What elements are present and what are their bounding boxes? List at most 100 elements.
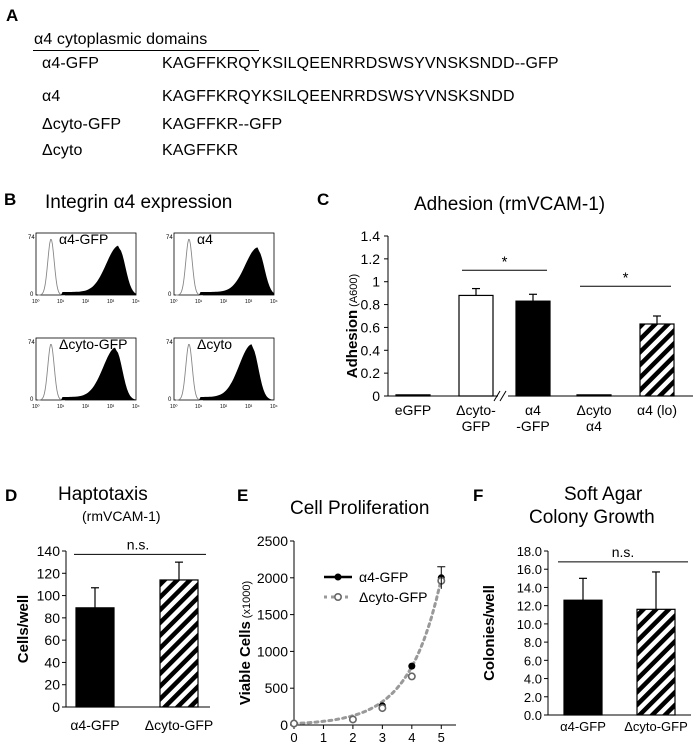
panel-d-title: Haptotaxis (58, 484, 148, 505)
y-tick-label: 0.2 (361, 365, 381, 381)
significance-label: n.s. (127, 536, 150, 552)
bar (576, 394, 612, 397)
bar (75, 607, 115, 708)
x-tick-label: GFP (462, 418, 491, 434)
x-tick-label: 2 (349, 730, 356, 743)
x-tick-label: 0 (290, 730, 297, 743)
histogram-dcyto: 74 0 10⁰ 10¹ 10² 10³ 10⁴ Δcyto (162, 330, 280, 413)
histogram-x-tick: 10⁰ (32, 299, 40, 305)
panel-label-b: B (4, 190, 17, 209)
histogram-alpha4-gfp: 74 0 10⁰ 10¹ 10² 10³ 10⁴ α4-GFP (24, 225, 142, 308)
histogram-x-tick: 10⁴ (270, 404, 278, 410)
y-tick-label: 0.8 (361, 297, 381, 313)
y-tick-label: 1500 (257, 607, 288, 623)
histogram-x-tick: 10⁴ (132, 404, 140, 410)
y-tick-label: 20 (44, 677, 60, 693)
x-tick-label: 5 (438, 730, 445, 743)
seq-row-name: α4-GFP (42, 55, 99, 72)
histogram-x-tick: 10⁰ (170, 404, 178, 410)
y-tick-label: 8.0 (524, 635, 542, 650)
panel-c-title: Adhesion (rmVCAM-1) (414, 194, 606, 215)
histogram-x-tick: 10² (220, 299, 228, 305)
seq-row-sequence: KAGFFKRQYKSILQEENRRDSWSYVNSKSNDD (162, 88, 515, 105)
histogram-label: Δcyto (197, 336, 233, 352)
y-tick-label: 0 (280, 717, 288, 733)
histogram-x-tick: 10¹ (57, 299, 65, 305)
seq-row-name: α4 (42, 88, 61, 105)
y-tick-label: 1.4 (361, 228, 381, 244)
histogram-x-tick: 10¹ (195, 404, 203, 410)
bar (563, 599, 603, 716)
data-point-dcyto-gfp (407, 672, 416, 681)
axis-break (493, 390, 501, 402)
haptotaxis-bar-chart: 0 20 40 60 80 100 120 140 Cells/well α4-GFP Δcyto-… (15, 536, 213, 733)
isotype-control-curve (176, 343, 203, 401)
y-axis-label: Viable Cells (x1000) (237, 581, 254, 705)
y-axis-label-main: Adhesion (344, 310, 361, 378)
histogram-x-tick: 10¹ (195, 299, 203, 305)
histogram-x-tick: 10³ (107, 404, 115, 410)
seq-row-name: Δcyto (42, 142, 83, 159)
bar (639, 323, 675, 397)
stained-histogram (184, 247, 274, 295)
panel-label-c: C (317, 190, 330, 209)
y-tick-label: 0.6 (361, 319, 381, 335)
seq-row-sequence: KAGFFKRQYKSILQEENRRDSWSYVNSKSNDD--GFP (162, 55, 559, 72)
histogram-y-tick: 0 (30, 397, 34, 403)
significance-label: n.s. (612, 544, 635, 560)
bar (636, 608, 676, 716)
bar (159, 579, 199, 708)
histogram-y-tick: 74 (166, 340, 173, 346)
x-axis-label: Days (339, 741, 371, 743)
histogram-y-tick: 74 (28, 340, 35, 346)
y-tick-label: 100 (37, 588, 61, 604)
y-tick-label: 120 (37, 565, 61, 581)
x-tick-label: eGFP (395, 402, 432, 418)
histogram-x-tick: 10⁰ (32, 404, 40, 410)
histogram-x-tick: 10¹ (57, 404, 65, 410)
y-tick-label: 2500 (257, 533, 288, 549)
data-point-dcyto-gfp (348, 715, 357, 724)
panel-f-title-line2: Colony Growth (529, 507, 655, 528)
data-point-dcyto-gfp (289, 719, 298, 728)
proliferation-line-chart: 0 500 1000 1500 2000 2500 0 1 2 3 4 5 Days Viable Cel… (237, 533, 456, 743)
y-tick-label: 16.0 (517, 562, 542, 577)
panel-label-d: D (5, 486, 18, 505)
seq-row-name: Δcyto-GFP (42, 116, 122, 133)
histogram-x-tick: 10⁰ (170, 299, 178, 305)
y-tick-label: 1.2 (361, 251, 381, 267)
significance-marker: * (623, 269, 629, 286)
y-tick-label: 500 (265, 680, 289, 696)
histogram-x-tick: 10² (82, 404, 90, 410)
y-tick-label: 140 (37, 543, 61, 559)
y-tick-label: 0.4 (361, 342, 381, 358)
x-tick-label: Δcyto (576, 402, 611, 418)
exponential-fit-curve (292, 577, 443, 725)
y-axis-label: Cells/well (15, 595, 32, 663)
y-axis-label-unit: (A600) (348, 274, 360, 307)
seq-row-sequence: KAGFFKR--GFP (162, 116, 283, 133)
histogram-alpha4: 74 0 10⁰ 10¹ 10² 10³ 10⁴ α4 (162, 225, 280, 308)
y-tick-label: 2000 (257, 570, 288, 586)
stained-histogram (184, 344, 274, 400)
y-tick-label: 0.0 (524, 708, 542, 723)
histogram-label: α4 (197, 231, 213, 247)
bar (458, 294, 494, 397)
panel-label-a: A (6, 6, 19, 25)
y-tick-label: 18.0 (517, 544, 542, 559)
legend-marker-alpha4-gfp (334, 573, 342, 581)
histogram-y-tick: 74 (28, 235, 35, 241)
x-tick-label: α4-GFP (70, 717, 119, 733)
histogram-y-tick: 0 (168, 292, 172, 298)
x-tick-label: α4 (lo) (637, 402, 677, 418)
axis-break (499, 390, 507, 402)
stained-histogram (46, 245, 136, 295)
y-axis-label-main: Viable Cells (237, 621, 254, 705)
isotype-control-curve (38, 343, 65, 401)
panel-a-title: α4 cytoplasmic domains (34, 31, 208, 48)
histogram-dcyto-gfp: 74 0 10⁰ 10¹ 10² 10³ 10⁴ Δcyto-GFP (24, 330, 142, 413)
y-tick-label: 0 (372, 388, 380, 404)
soft-agar-bar-chart: 0.0 2.0 4.0 6.0 8.0 10.0 12.0 14.0 16.0 18.0 Colon… (481, 544, 691, 734)
histogram-y-tick: 0 (168, 397, 172, 403)
bar (395, 394, 431, 397)
